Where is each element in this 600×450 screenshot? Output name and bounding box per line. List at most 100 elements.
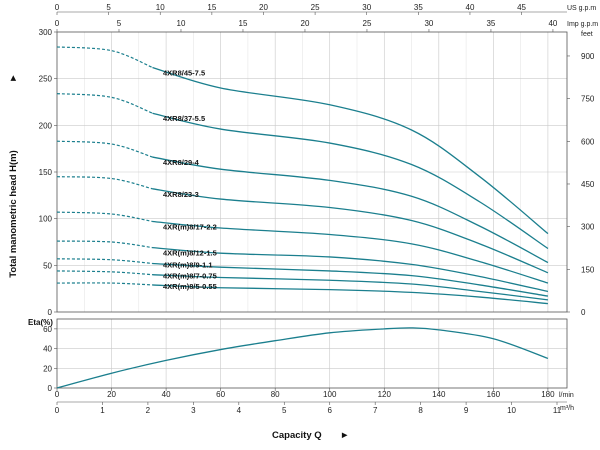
m3h-tick-label: 5 (282, 406, 287, 415)
us-gpm-tick-label: 0 (55, 3, 60, 12)
lmin-tick-label: 100 (323, 390, 337, 399)
lmin-tick-label: 0 (55, 390, 60, 399)
head-curve-dashed-segment (56, 240, 153, 249)
top-axes: 0 5 10 15 20 25 30 35 40 45 US g.p.m 0 5 10 15 20 25 30… (55, 3, 598, 32)
head-y-tick-label: 100 (39, 215, 53, 224)
feet-y-tick-label: 750 (581, 95, 595, 104)
lmin-tick-label: 160 (487, 390, 501, 399)
curve-labels: 4XR8/45-7.5 4XR8/37-5.5 4XR8/29-4 4XR8/23-3… (163, 68, 217, 290)
curve-label: 4XR8/37-5.5 (163, 114, 205, 123)
us-gpm-tick-label: 5 (106, 3, 111, 12)
capacity-axis-title: Capacity Q (272, 430, 322, 441)
head-curve-dashed-segment (56, 93, 153, 114)
head-y-ticks: 0 50 100 150 200 250 300 (39, 28, 57, 317)
head-curve-solid-segment (152, 112, 549, 250)
imp-gpm-ticks: 0 5 10 15 20 25 30 35 40 (55, 19, 558, 32)
head-curves (56, 46, 549, 305)
us-gpm-tick-label: 25 (311, 3, 320, 12)
head-curve-solid-segment (152, 284, 548, 305)
efficiency-y-tick-label: 40 (43, 345, 52, 354)
head-y-tick-label: 300 (39, 28, 53, 37)
lmin-tick-label: 20 (107, 390, 116, 399)
head-curve-solid-segment (152, 246, 549, 293)
head-y-tick-label: 200 (39, 121, 53, 130)
m3h-tick-label: 2 (146, 406, 151, 415)
efficiency-curve (56, 327, 549, 389)
lmin-tick-label: 60 (216, 390, 225, 399)
m3h-unit: m³/h (560, 405, 574, 412)
head-curve-dashed-segment (56, 140, 153, 158)
feet-y-tick-label: 300 (581, 223, 595, 232)
curve-label: 4XR(m)8/7-0.75 (163, 272, 217, 281)
efficiency-chart-grid (57, 319, 567, 388)
imp-gpm-tick-label: 15 (239, 19, 248, 28)
us-gpm-tick-label: 20 (259, 3, 268, 12)
feet-y-tick-label: 0 (581, 308, 586, 317)
head-y-axis-title: Total manometric head H(m) ► (8, 73, 19, 277)
feet-y-tick-label: 450 (581, 180, 595, 189)
imp-gpm-tick-label: 25 (363, 19, 372, 28)
efficiency-y-tick-label: 60 (43, 325, 52, 334)
us-gpm-tick-label: 40 (466, 3, 475, 12)
lmin-tick-label: 40 (162, 390, 171, 399)
head-curve-dashed-segment (56, 176, 153, 190)
head-y-tick-label: 50 (43, 261, 52, 270)
bottom-axes: 0 20 40 60 80 100 120 140 160 180 l/min 0 1 2 3 4 5 6 7 8… (55, 388, 574, 441)
us-gpm-tick-label: 15 (207, 3, 216, 12)
efficiency-chart: 0 20 40 60 Eta(%) (28, 318, 568, 393)
head-y-tick-label: 0 (48, 308, 53, 317)
us-gpm-tick-label: 35 (414, 3, 423, 12)
head-curve-dashed-segment (56, 282, 153, 286)
feet-y-tick-label: 600 (581, 137, 595, 146)
head-y-axis-label: Total manometric head H(m) (8, 150, 19, 278)
curve-label: 4XR8/29-4 (163, 158, 200, 167)
imp-gpm-tick-label: 30 (424, 19, 433, 28)
lmin-tick-label: 140 (432, 390, 446, 399)
imp-gpm-tick-label: 0 (55, 19, 60, 28)
feet-y-ticks: 0 150 300 450 600 750 900 (567, 52, 595, 317)
imp-gpm-tick-label: 35 (486, 19, 495, 28)
head-curve-dashed-segment (56, 270, 153, 276)
capacity-axis-arrow: ► (340, 430, 349, 441)
m3h-tick-label: 1 (100, 406, 105, 415)
curve-label: 4XR(m)8/5-0.55 (163, 282, 217, 291)
head-curve-solid-segment (152, 66, 549, 235)
m3h-ticks: 0 1 2 3 4 5 6 7 8 9 10 11 (55, 402, 562, 415)
m3h-tick-label: 9 (464, 406, 469, 415)
head-y-axis-arrow: ► (8, 73, 19, 82)
lmin-unit: l/min (559, 392, 574, 399)
efficiency-y-tick-label: 20 (43, 364, 52, 373)
imp-gpm-tick-label: 10 (177, 19, 186, 28)
efficiency-y-ticks: 0 20 40 60 (43, 325, 57, 393)
lmin-ticks: 0 20 40 60 80 100 120 140 160 180 (55, 388, 555, 399)
efficiency-y-axis-label: Eta(%) (28, 318, 53, 327)
curve-label: 4XR(m)8/9-1.1 (163, 260, 213, 269)
lmin-tick-label: 120 (378, 390, 392, 399)
efficiency-y-tick-label: 0 (48, 384, 53, 393)
m3h-tick-label: 7 (373, 406, 378, 415)
us-gpm-ticks: 0 5 10 15 20 25 30 35 40 45 (55, 3, 527, 15)
m3h-tick-label: 3 (191, 406, 196, 415)
us-gpm-tick-label: 45 (517, 3, 526, 12)
head-curve-solid-segment (152, 262, 549, 297)
m3h-tick-label: 8 (418, 406, 423, 415)
head-curve-dashed-segment (56, 211, 153, 223)
m3h-tick-label: 11 (553, 406, 562, 415)
imp-gpm-unit: Imp g.p.m (567, 21, 598, 28)
curve-label: 4XR(m)8/17-2.2 (163, 222, 217, 231)
efficiency-chart-frame (56, 318, 568, 389)
m3h-tick-label: 0 (55, 406, 60, 415)
curve-label: 4XR8/23-3 (163, 190, 199, 199)
imp-gpm-tick-label: 5 (117, 19, 122, 28)
head-curve-solid-segment (152, 274, 548, 301)
curve-label: 4XR(m)8/12-1.5 (163, 249, 217, 258)
head-curve-solid-segment (152, 188, 549, 274)
feet-y-tick-label: 150 (581, 265, 595, 274)
lmin-tick-label: 80 (271, 390, 280, 399)
head-curve-dashed-segment (56, 258, 153, 265)
feet-unit-label: feet (581, 31, 593, 38)
head-curve-solid-segment (152, 220, 549, 284)
head-y-tick-label: 250 (39, 75, 53, 84)
us-gpm-tick-label: 30 (362, 3, 371, 12)
head-curve-dashed-segment (56, 46, 153, 69)
